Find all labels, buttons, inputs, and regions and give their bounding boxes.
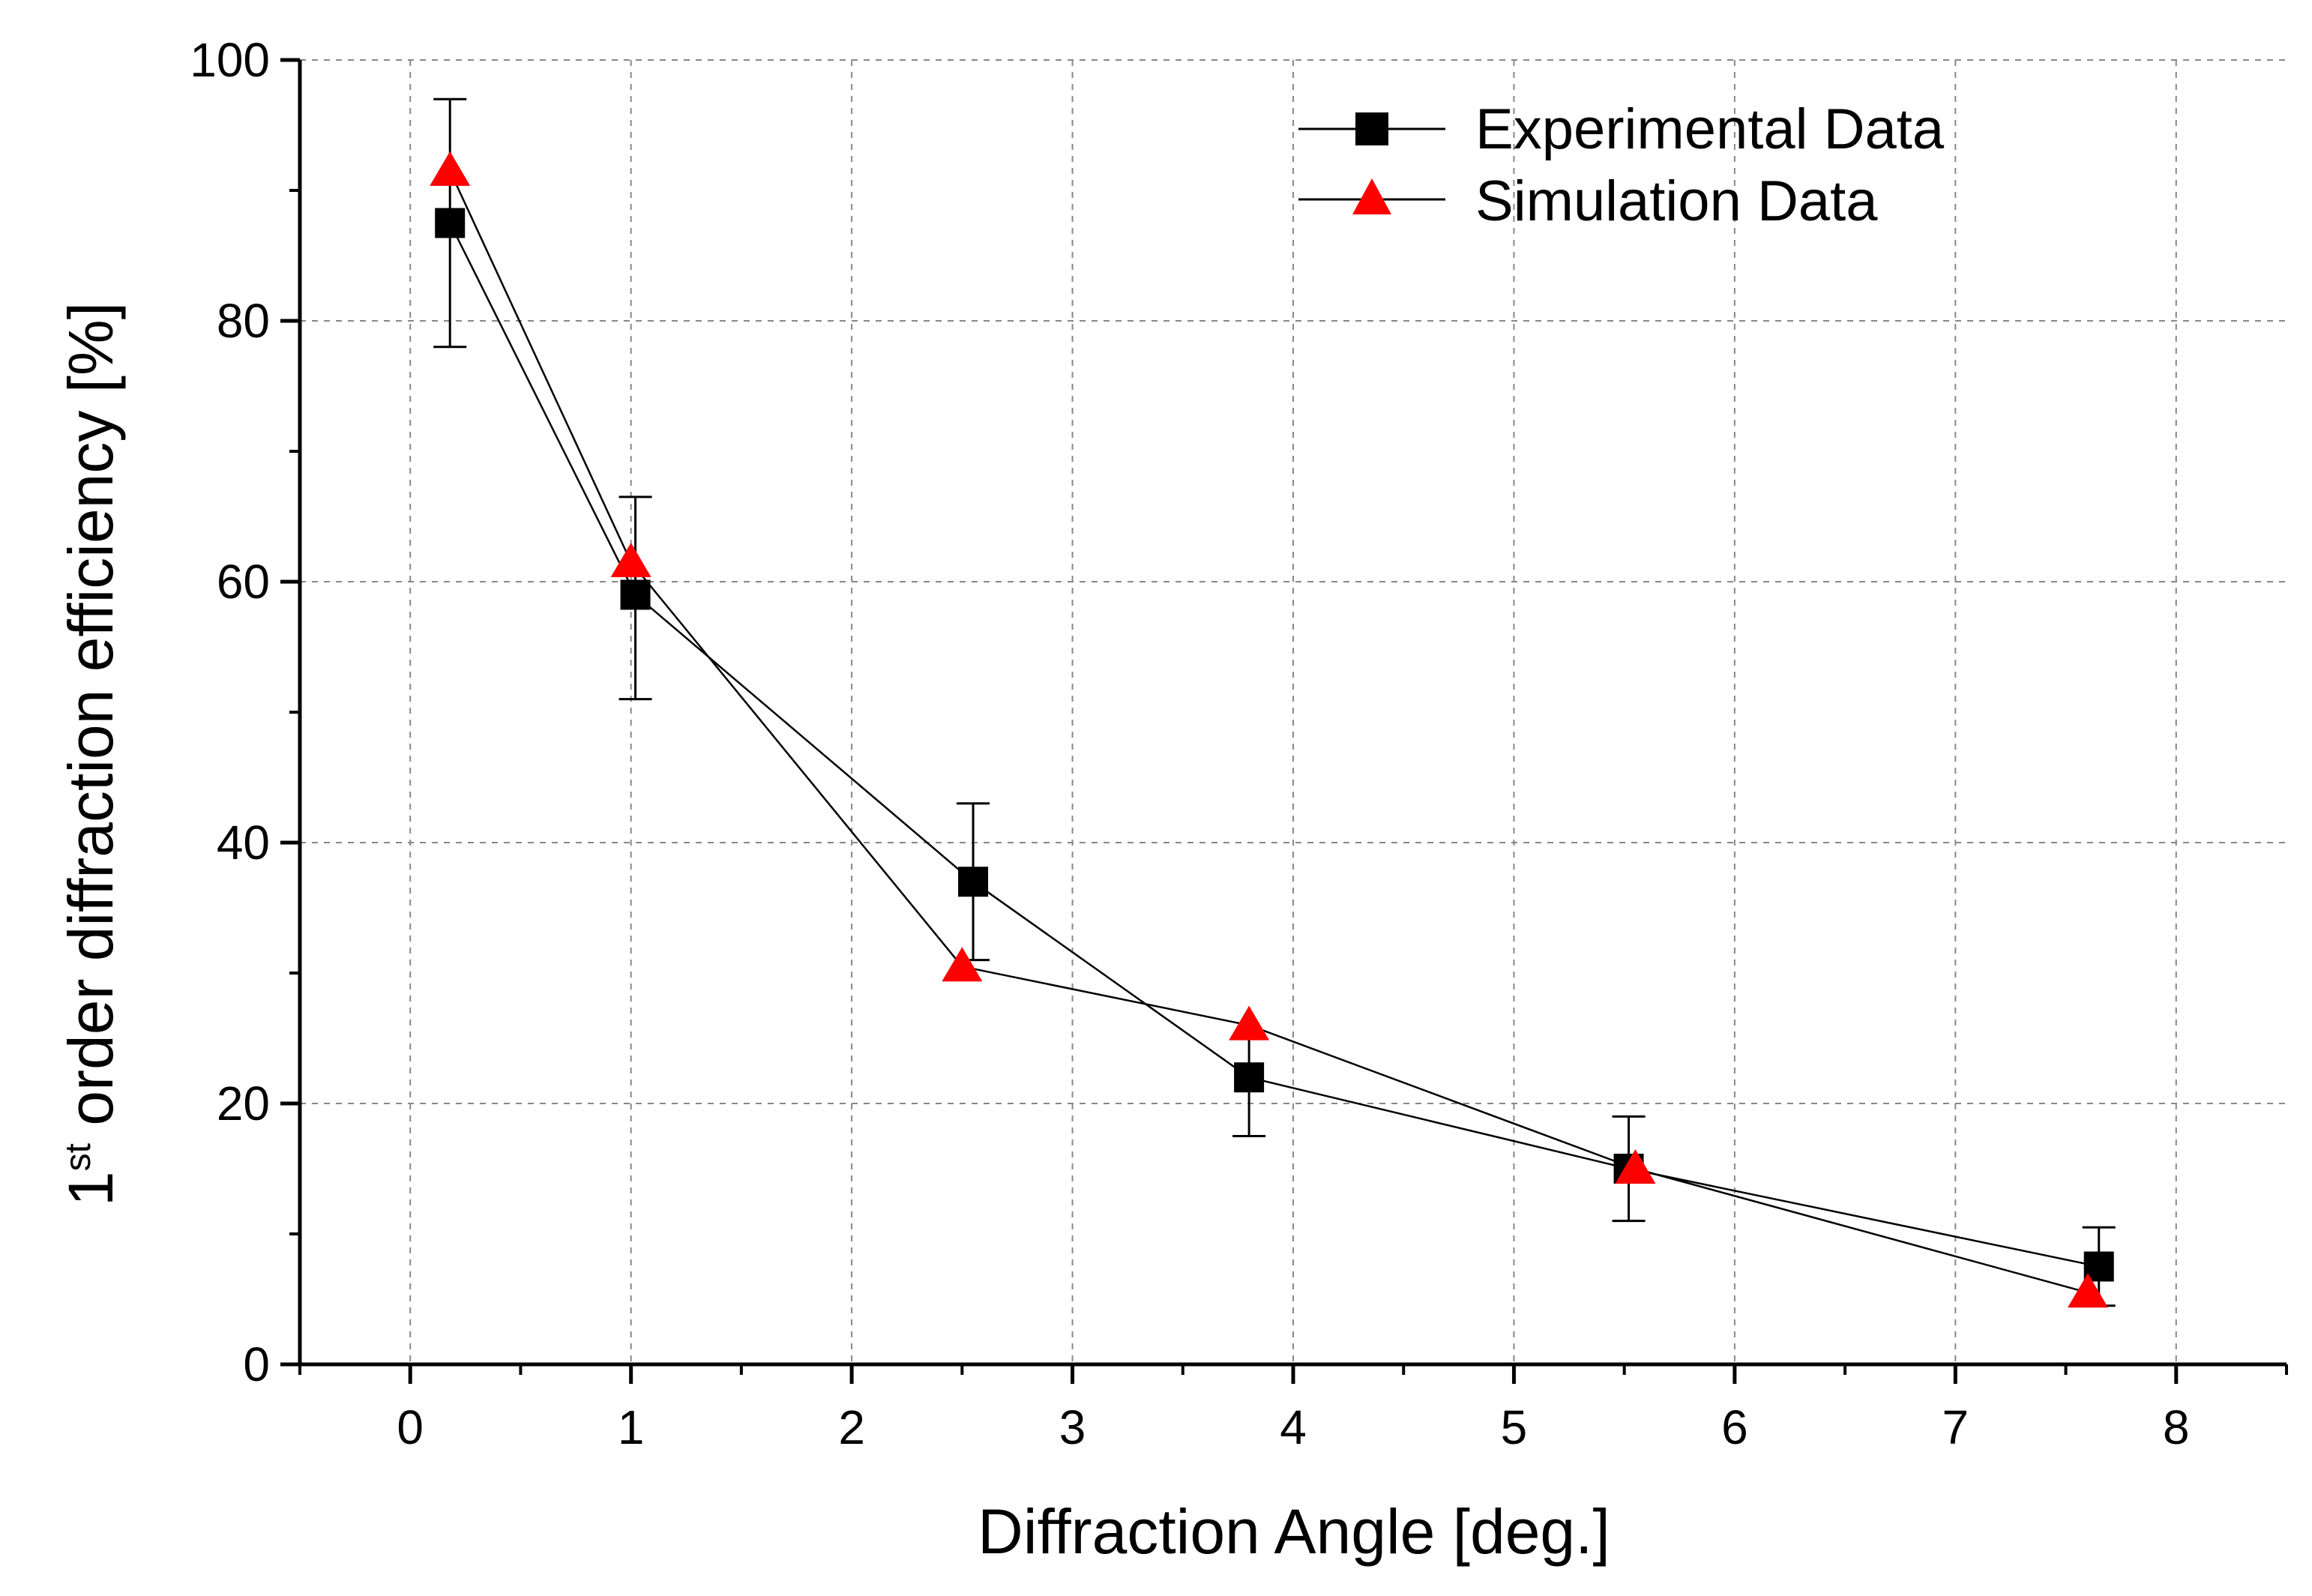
x-tick-label-6: 6 <box>1721 1400 1748 1454</box>
x-tick-label-5: 5 <box>1501 1400 1528 1454</box>
simulation-point-4 <box>1615 1149 1656 1184</box>
x-tick-label-1: 1 <box>618 1400 645 1454</box>
x-tick-label-4: 4 <box>1280 1400 1307 1454</box>
legend-label-simulation: Simulation Data <box>1475 169 1878 233</box>
y-tick-label-2: 40 <box>217 816 270 870</box>
simulation-point-5 <box>2068 1273 2108 1308</box>
legend-label-experimental: Experimental Data <box>1475 97 1945 161</box>
x-tick-label-7: 7 <box>1942 1400 1969 1454</box>
simulation-point-3 <box>1229 1005 1270 1041</box>
x-tick-label-2: 2 <box>838 1400 865 1454</box>
grid <box>300 59 2287 1364</box>
error-bars <box>433 97 2116 1307</box>
simulation-point-1 <box>610 542 651 577</box>
y-tick-label-3: 60 <box>217 555 270 609</box>
simulation-point-2 <box>942 947 983 982</box>
markers <box>430 151 2114 1308</box>
series-lines <box>449 170 2099 1294</box>
y-tick-label-5: 100 <box>190 33 270 87</box>
x-axis-title: Diffraction Angle [deg.] <box>978 1496 1610 1567</box>
y-tick-label-1: 20 <box>217 1076 270 1130</box>
x-tick-label-0: 0 <box>397 1400 424 1454</box>
y-axis-title-suffix: order diffraction efficiency [%] <box>55 302 126 1143</box>
y-axis-title-prefix: 1 <box>55 1171 126 1206</box>
x-tick-label-8: 8 <box>2163 1400 2190 1454</box>
y-tick-label-0: 0 <box>243 1337 270 1391</box>
legend: Experimental Data Simulation Data <box>1298 97 1945 233</box>
legend-square-marker <box>1355 112 1388 145</box>
x-tick-label-3: 3 <box>1059 1400 1086 1454</box>
simulation-point-0 <box>430 151 471 186</box>
y-axis-title-superscript: st <box>58 1143 98 1171</box>
legend-triangle-marker <box>1352 178 1391 214</box>
experimental-point-2 <box>958 867 989 897</box>
experimental-point-0 <box>435 208 466 238</box>
series-line-0 <box>449 222 2099 1268</box>
experimental-point-3 <box>1234 1062 1265 1093</box>
y-tick-label-4: 80 <box>217 294 270 348</box>
series-line-1 <box>449 170 2089 1294</box>
experimental-point-1 <box>620 579 651 610</box>
y-axis-title: 1st order diffraction efficiency [%] <box>55 302 126 1206</box>
